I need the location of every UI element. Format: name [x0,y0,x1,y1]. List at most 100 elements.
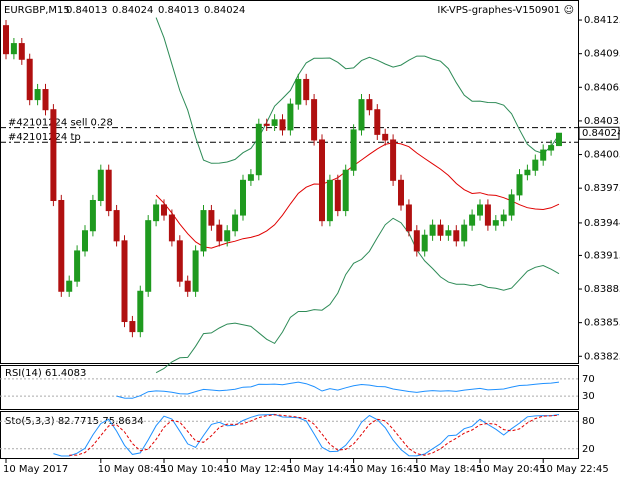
y-tick-label: 0.84065 [584,82,620,93]
y-tick-label: 0.83915 [584,250,620,261]
band-lower [155,217,560,374]
candle-body [34,89,41,101]
candle-body [121,240,128,323]
candle-body [240,179,246,216]
candle-body [89,199,96,232]
y-tick-label: 0.84005 [584,150,620,161]
candle-body [129,321,136,333]
y-tick-label: 0.84035 [584,116,620,127]
ohlc-low: 0.84013 [158,5,199,16]
candle-body [508,194,515,216]
current-price: 0.84024 [582,128,620,139]
candle-body [161,204,167,216]
candle-body [429,224,436,236]
candle-body [97,169,104,201]
candle-body [200,210,207,252]
candle-body [421,234,428,252]
sto-signal [69,414,560,456]
ohlc-open: 0.84013 [66,5,107,16]
candle-body [263,123,270,126]
indicator-tick-label: 80 [582,416,595,427]
candle-body [10,43,17,55]
candle-body [500,214,507,222]
candle-body [366,99,373,111]
y-tick-label: 0.83855 [584,318,620,329]
candle-body [287,103,294,131]
candle-body [461,224,468,242]
candle-body [153,204,160,222]
candle-body [532,159,539,171]
x-tick-label: 10 May 12:45 [224,464,293,475]
candle-body [3,25,9,55]
candle-body [168,214,175,242]
candle-body [374,109,381,135]
candle-body [279,119,286,131]
candle-body [232,214,239,232]
candle-body [82,230,88,252]
y-tick-label: 0.83885 [584,284,620,295]
x-tick-label: 10 May 16:45 [351,464,420,475]
candle-body [556,132,562,147]
candle-body [382,133,389,141]
candle-body [311,99,318,141]
candle-body [295,78,302,105]
candle-body [74,250,81,282]
candle-body [50,109,57,201]
candle-body [26,58,33,101]
x-tick-label: 10 May 10:45 [161,464,230,475]
candle-body [334,179,341,212]
x-tick-label: 10 May 22:45 [540,464,609,475]
expert-name: IK-VPS-graphes-V150901 ☺ [437,5,574,16]
candle-body [216,224,223,242]
candle-body [413,230,420,252]
x-tick-label: 10 May 14:45 [287,464,356,475]
y-tick-label: 0.83975 [584,183,620,194]
candle-body [208,210,215,226]
candle-body [405,204,412,232]
moving-average [155,142,560,249]
rsi-line [116,381,560,399]
candle-body [247,174,254,181]
candle-body [105,169,112,212]
candle-body [326,179,333,222]
rsi-label: RSI(14) 61.4083 [5,368,86,379]
candle-body [176,240,183,282]
candle-body [350,129,357,171]
main-panel [0,0,579,364]
sto-panel [0,411,579,459]
candle-body [255,123,262,176]
sto-main [53,413,560,457]
candle-body [18,43,25,60]
x-tick-label: 10 May 2017 [3,464,68,475]
indicator-tick-label: 30 [582,391,595,402]
candle-body [524,169,531,176]
ohlc-close: 0.84024 [204,5,245,16]
candle-body [342,169,349,212]
indicator-tick-label: 20 [582,444,595,455]
ohlc-high: 0.84024 [112,5,153,16]
y-tick-label: 0.84125 [584,15,620,26]
y-tick-label: 0.84095 [584,49,620,60]
candle-body [477,204,483,216]
candle-body [492,220,499,226]
candle-body [390,139,397,181]
candle-body [137,290,144,333]
candle-body [192,250,199,292]
trade-label: #42101224 tp [8,132,81,143]
symbol: EURGBP,M15 [4,5,70,16]
candle-body [319,139,325,222]
y-tick-label: 0.83825 [584,351,620,362]
candle-body [271,119,278,126]
x-tick-label: 10 May 20:45 [477,464,546,475]
y-tick-label: 0.83944 [584,218,620,229]
price-box [578,126,620,140]
x-tick-label: 10 May 18:45 [414,464,483,475]
candle-body [484,204,491,226]
candle-body [516,174,523,196]
candle-body [184,280,191,292]
candle-body [42,89,49,111]
candle-body [437,224,444,236]
trade-label: #42101224 sell 0.28 [8,118,113,129]
band-upper [155,17,560,164]
candle-body [548,145,555,151]
